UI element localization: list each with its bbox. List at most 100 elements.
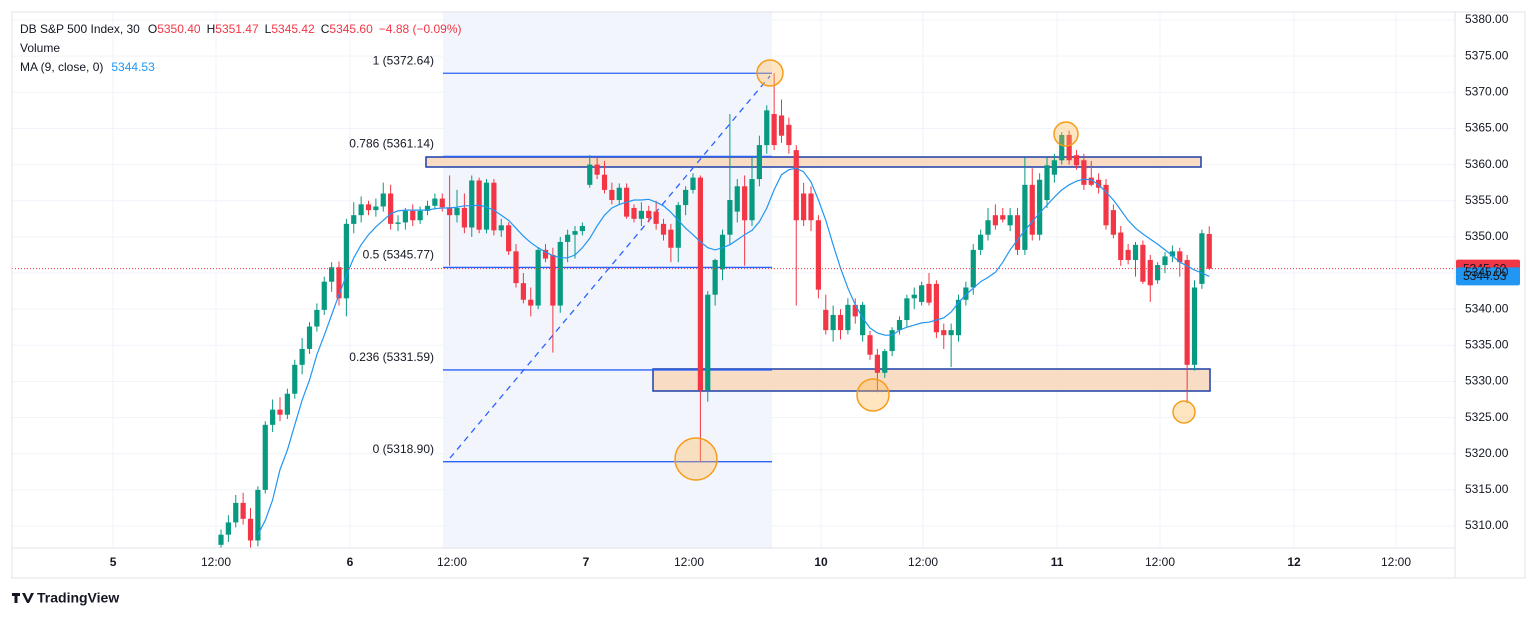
candle-body [410,210,416,221]
y-tick-label: 5335.00 [1465,337,1509,351]
x-tick-label: 6 [347,555,354,569]
candle-body [1044,165,1050,201]
candle-body [321,281,327,310]
ohlc-key: C [321,22,330,36]
candle-body [542,249,549,259]
footer-brand: TradingView [37,590,119,606]
y-tick-label: 5330.00 [1465,374,1509,388]
candle-body [380,193,386,207]
candle-body [277,409,283,415]
symbol-legend: DB S&P 500 Index, 30 O5350.40 H5351.47 L534… [20,22,462,36]
candle-body [1132,244,1139,261]
candle-body [218,534,224,545]
axes: 5310.00 5315.00 5320.00 5325.00 5330.00 5335.… [110,12,1509,569]
candle-body [660,223,667,235]
ohlc-key: O [148,22,157,36]
candle-body [1037,179,1043,235]
candle-body [808,193,814,221]
candle-body [734,186,740,212]
ohlc-value: 5345.60 [329,22,373,36]
candle-body [793,150,799,221]
candle-body [520,283,526,300]
candle-body [1081,160,1087,185]
candle-body [1140,244,1146,282]
candle-body [1088,177,1094,185]
x-tick-label: 12:00 [674,555,704,569]
candle-body [299,348,305,365]
candle-body [911,294,917,299]
candle-body [1014,215,1021,250]
y-tick-label: 5360.00 [1465,157,1509,171]
candle-body [609,189,615,201]
candle-body [948,330,954,336]
candle-body [631,207,637,219]
candle-body [882,351,888,373]
candles [218,73,1212,548]
candle-body [439,198,445,208]
x-tick-label: 7 [583,555,590,569]
candle-body [469,180,475,228]
ma-line [257,167,1210,535]
candle-body [771,113,777,146]
candle-body [262,424,268,490]
support-zone [652,368,1211,392]
highlight-circle [856,378,890,412]
candle-body [572,231,578,235]
candle-body [594,164,600,175]
candle-body [1184,260,1190,365]
candle-body [719,234,726,270]
candle-body [447,207,453,216]
y-tick-label: 5315.00 [1465,482,1509,496]
candle-body [329,267,335,282]
logo-mark [12,593,34,603]
candle-body [491,182,497,231]
fib-level-label: 0.236 (5331.59) [349,350,434,364]
candle-body [417,210,423,221]
candle-body [528,299,534,306]
candle-body [587,164,593,185]
highlight-circle [1172,400,1196,424]
y-tick-label: 5370.00 [1465,84,1509,98]
candle-body [483,182,490,230]
change: −4.88 (−0.09%) [379,22,462,36]
candle-body [845,304,851,331]
ohlc-key: L [265,22,272,36]
candle-body [233,502,239,523]
candle-body [830,314,836,331]
candle-body [1000,215,1006,220]
x-tick-label: 12:00 [1145,555,1175,569]
candle-body [601,174,608,190]
y-tick-label: 5345.00 [1465,265,1509,279]
ma-name: MA (9, close, 0) [20,60,103,74]
y-tick-label: 5350.00 [1465,229,1509,243]
candle-body [823,309,829,331]
candle-body [860,304,866,336]
candle-body [1125,249,1131,261]
y-tick-label: 5320.00 [1465,446,1509,460]
candle-body [461,207,467,228]
candle-body [314,309,320,327]
y-tick-label: 5340.00 [1465,301,1509,315]
logo: TradingView [12,590,119,606]
candle-body [1029,184,1035,235]
candle-body [1022,184,1028,250]
candle-body [1118,232,1124,261]
candle-body [535,249,541,306]
candle-body [498,225,504,231]
y-tick-label: 5325.00 [1465,410,1509,424]
candle-body [712,260,718,295]
candle-body [513,251,519,284]
candle-body [1191,287,1198,365]
fib-level-label: 0.786 (5361.14) [349,137,434,151]
x-tick-label: 12:00 [201,555,231,569]
candle-body [867,335,873,355]
candle-body [1103,184,1109,226]
candle-body [933,283,939,333]
candle-body [646,210,652,219]
y-tick-label: 5310.00 [1465,518,1509,532]
candle-body [919,285,925,302]
candle-body [550,254,556,306]
ohlc-value: 5351.47 [215,22,259,36]
frame [11,11,1526,579]
